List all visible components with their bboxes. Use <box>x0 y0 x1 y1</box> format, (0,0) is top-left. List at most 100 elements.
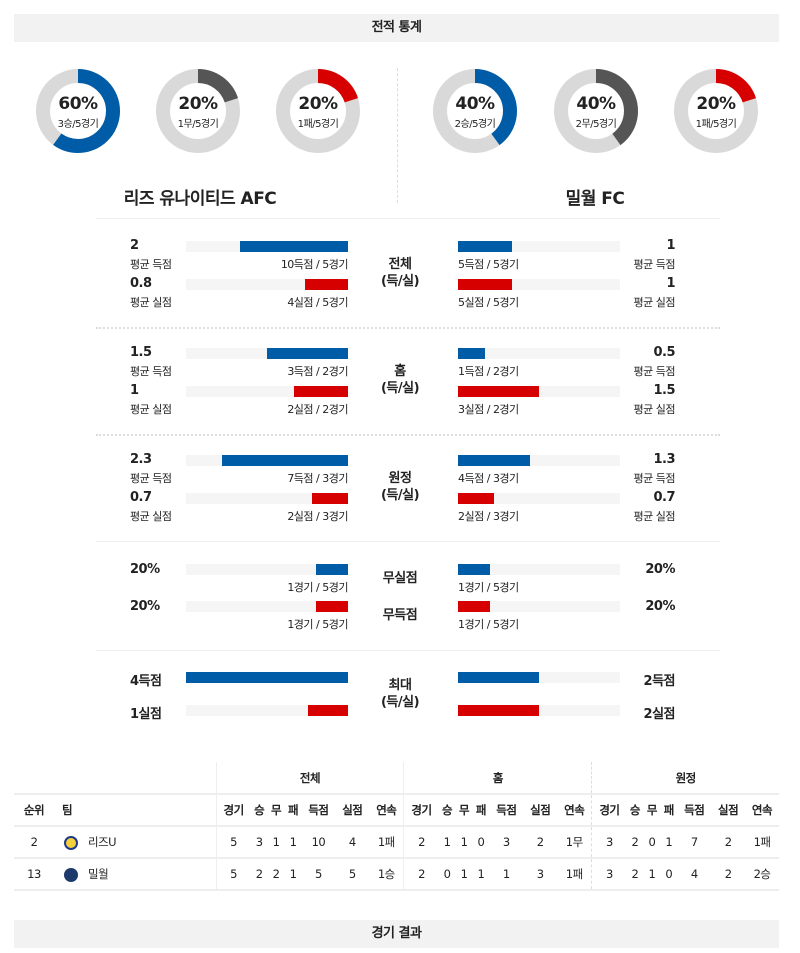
divider <box>397 68 398 203</box>
group-away: 원정 <box>591 762 779 795</box>
donut-ring <box>674 69 758 153</box>
th-실점: 실점 <box>523 794 558 827</box>
th-패: 패 <box>660 794 678 827</box>
donut-chart: 20% 1무/5경기 <box>155 68 241 154</box>
th-경기: 경기 <box>591 794 627 827</box>
th-무: 무 <box>643 794 661 827</box>
stat-cell: 0 <box>660 858 678 891</box>
donut-percent: 40% <box>455 94 495 114</box>
stat-bar-fill <box>458 564 491 575</box>
home-team-name: 리즈 유나이티드 AFC <box>123 189 277 209</box>
away-team-name: 밀월 FC <box>565 189 625 209</box>
stat-cell: 2 <box>626 826 644 859</box>
home-value: 20% <box>130 599 160 614</box>
stat-bar-fill <box>458 348 486 359</box>
stat-cell: 1 <box>438 826 456 859</box>
divider <box>96 434 720 436</box>
table-row: 13 밀월 5 2 2 1 5 5 1승 2 0 1 1 1 3 1패 3 2 1 0 4 2 2승 <box>14 858 779 891</box>
stat-bar-fill <box>458 601 491 612</box>
stat-cell: 2 <box>250 858 268 891</box>
th-득점: 득점 <box>677 794 712 827</box>
stat-cell: 4 <box>335 826 370 859</box>
home-value: 0.8 <box>130 276 152 291</box>
stat-bar-fill <box>186 672 348 683</box>
stat-bar-fill <box>221 455 348 466</box>
stat-cell: 2 <box>403 858 439 891</box>
away-label: 평균 득점 <box>633 258 676 271</box>
away-value: 20% <box>645 599 675 614</box>
donut-chart: 60% 3승/5경기 <box>35 68 121 154</box>
donut-subtitle: 1무/5경기 <box>177 119 219 130</box>
team-name: 밀월 <box>88 867 109 881</box>
home-value: 4득점 <box>130 674 162 689</box>
divider <box>96 650 720 651</box>
donut-subtitle: 2무/5경기 <box>575 119 617 130</box>
home-value: 2.3 <box>130 452 152 467</box>
donut-percent: 40% <box>576 94 616 114</box>
donut-subtitle: 3승/5경기 <box>57 119 99 130</box>
stat-cell: 1패 <box>557 858 593 891</box>
team-name: 리즈U <box>88 835 117 849</box>
home-note: 1경기 / 5경기 <box>287 581 348 594</box>
stat-bar <box>186 672 348 683</box>
stat-bar <box>458 705 620 716</box>
stat-bar-fill <box>458 493 494 504</box>
donut-ring <box>276 69 360 153</box>
stat-bar <box>458 564 620 575</box>
away-value: 0.7 <box>653 490 675 505</box>
stat-cell: 2 <box>523 826 558 859</box>
stat-bar <box>458 386 620 397</box>
stat-bar <box>458 241 620 252</box>
team-logo-icon <box>64 835 78 850</box>
home-value: 0.7 <box>130 490 152 505</box>
home-note: 10득점 / 5경기 <box>280 258 349 271</box>
th-득점: 득점 <box>489 794 524 827</box>
stat-cell: 5 <box>335 858 370 891</box>
away-note: 5득점 / 5경기 <box>458 258 519 271</box>
home-label: 평균 득점 <box>130 472 172 485</box>
stat-cell: 3 <box>489 826 524 859</box>
stat-bar-fill <box>458 279 512 290</box>
th-team: 팀 <box>54 794 217 827</box>
stat-bar-fill <box>239 241 348 252</box>
home-label: 평균 실점 <box>130 510 172 523</box>
stat-cell: 1승 <box>369 858 405 891</box>
th-무: 무 <box>267 794 285 827</box>
category-sub: (득/실) <box>380 695 420 710</box>
stat-cell: 4 <box>677 858 712 891</box>
away-note: 2실점 / 3경기 <box>458 510 519 523</box>
away-value: 1.3 <box>653 452 675 467</box>
team-logo-icon <box>64 867 78 882</box>
home-note: 2실점 / 2경기 <box>287 403 348 416</box>
stat-cell: 3 <box>523 858 558 891</box>
stat-cell: 10 <box>301 826 336 859</box>
team-cell: 리즈U <box>54 826 217 859</box>
home-label: 평균 득점 <box>130 258 172 271</box>
stat-bar <box>186 493 348 504</box>
away-label: 평균 실점 <box>633 510 676 523</box>
team-cell: 밀월 <box>54 858 217 891</box>
category-label: 무득점 <box>382 608 418 623</box>
away-note: 1득점 / 2경기 <box>458 365 519 378</box>
stat-cell: 0 <box>472 826 490 859</box>
stats-header: 전적 통계 <box>14 14 779 42</box>
th-패: 패 <box>284 794 302 827</box>
th-연속: 연속 <box>557 794 593 827</box>
donut-ring <box>156 69 240 153</box>
stat-bar-fill <box>307 705 348 716</box>
stat-bar <box>186 386 348 397</box>
category-name: 원정 <box>388 471 412 486</box>
donut-subtitle: 1패/5경기 <box>297 119 339 130</box>
donut-chart: 20% 1패/5경기 <box>275 68 361 154</box>
th-실점: 실점 <box>711 794 746 827</box>
stat-bar <box>186 279 348 290</box>
stat-cell: 1 <box>455 826 473 859</box>
donut-ring <box>433 69 517 153</box>
stat-bar-fill <box>458 705 539 716</box>
stat-bar <box>186 705 348 716</box>
th-연속: 연속 <box>369 794 405 827</box>
category-name: 홈 <box>394 364 406 379</box>
stat-cell: 5 <box>216 826 251 859</box>
donut-percent: 20% <box>696 94 736 114</box>
stat-bar-fill <box>315 564 348 575</box>
